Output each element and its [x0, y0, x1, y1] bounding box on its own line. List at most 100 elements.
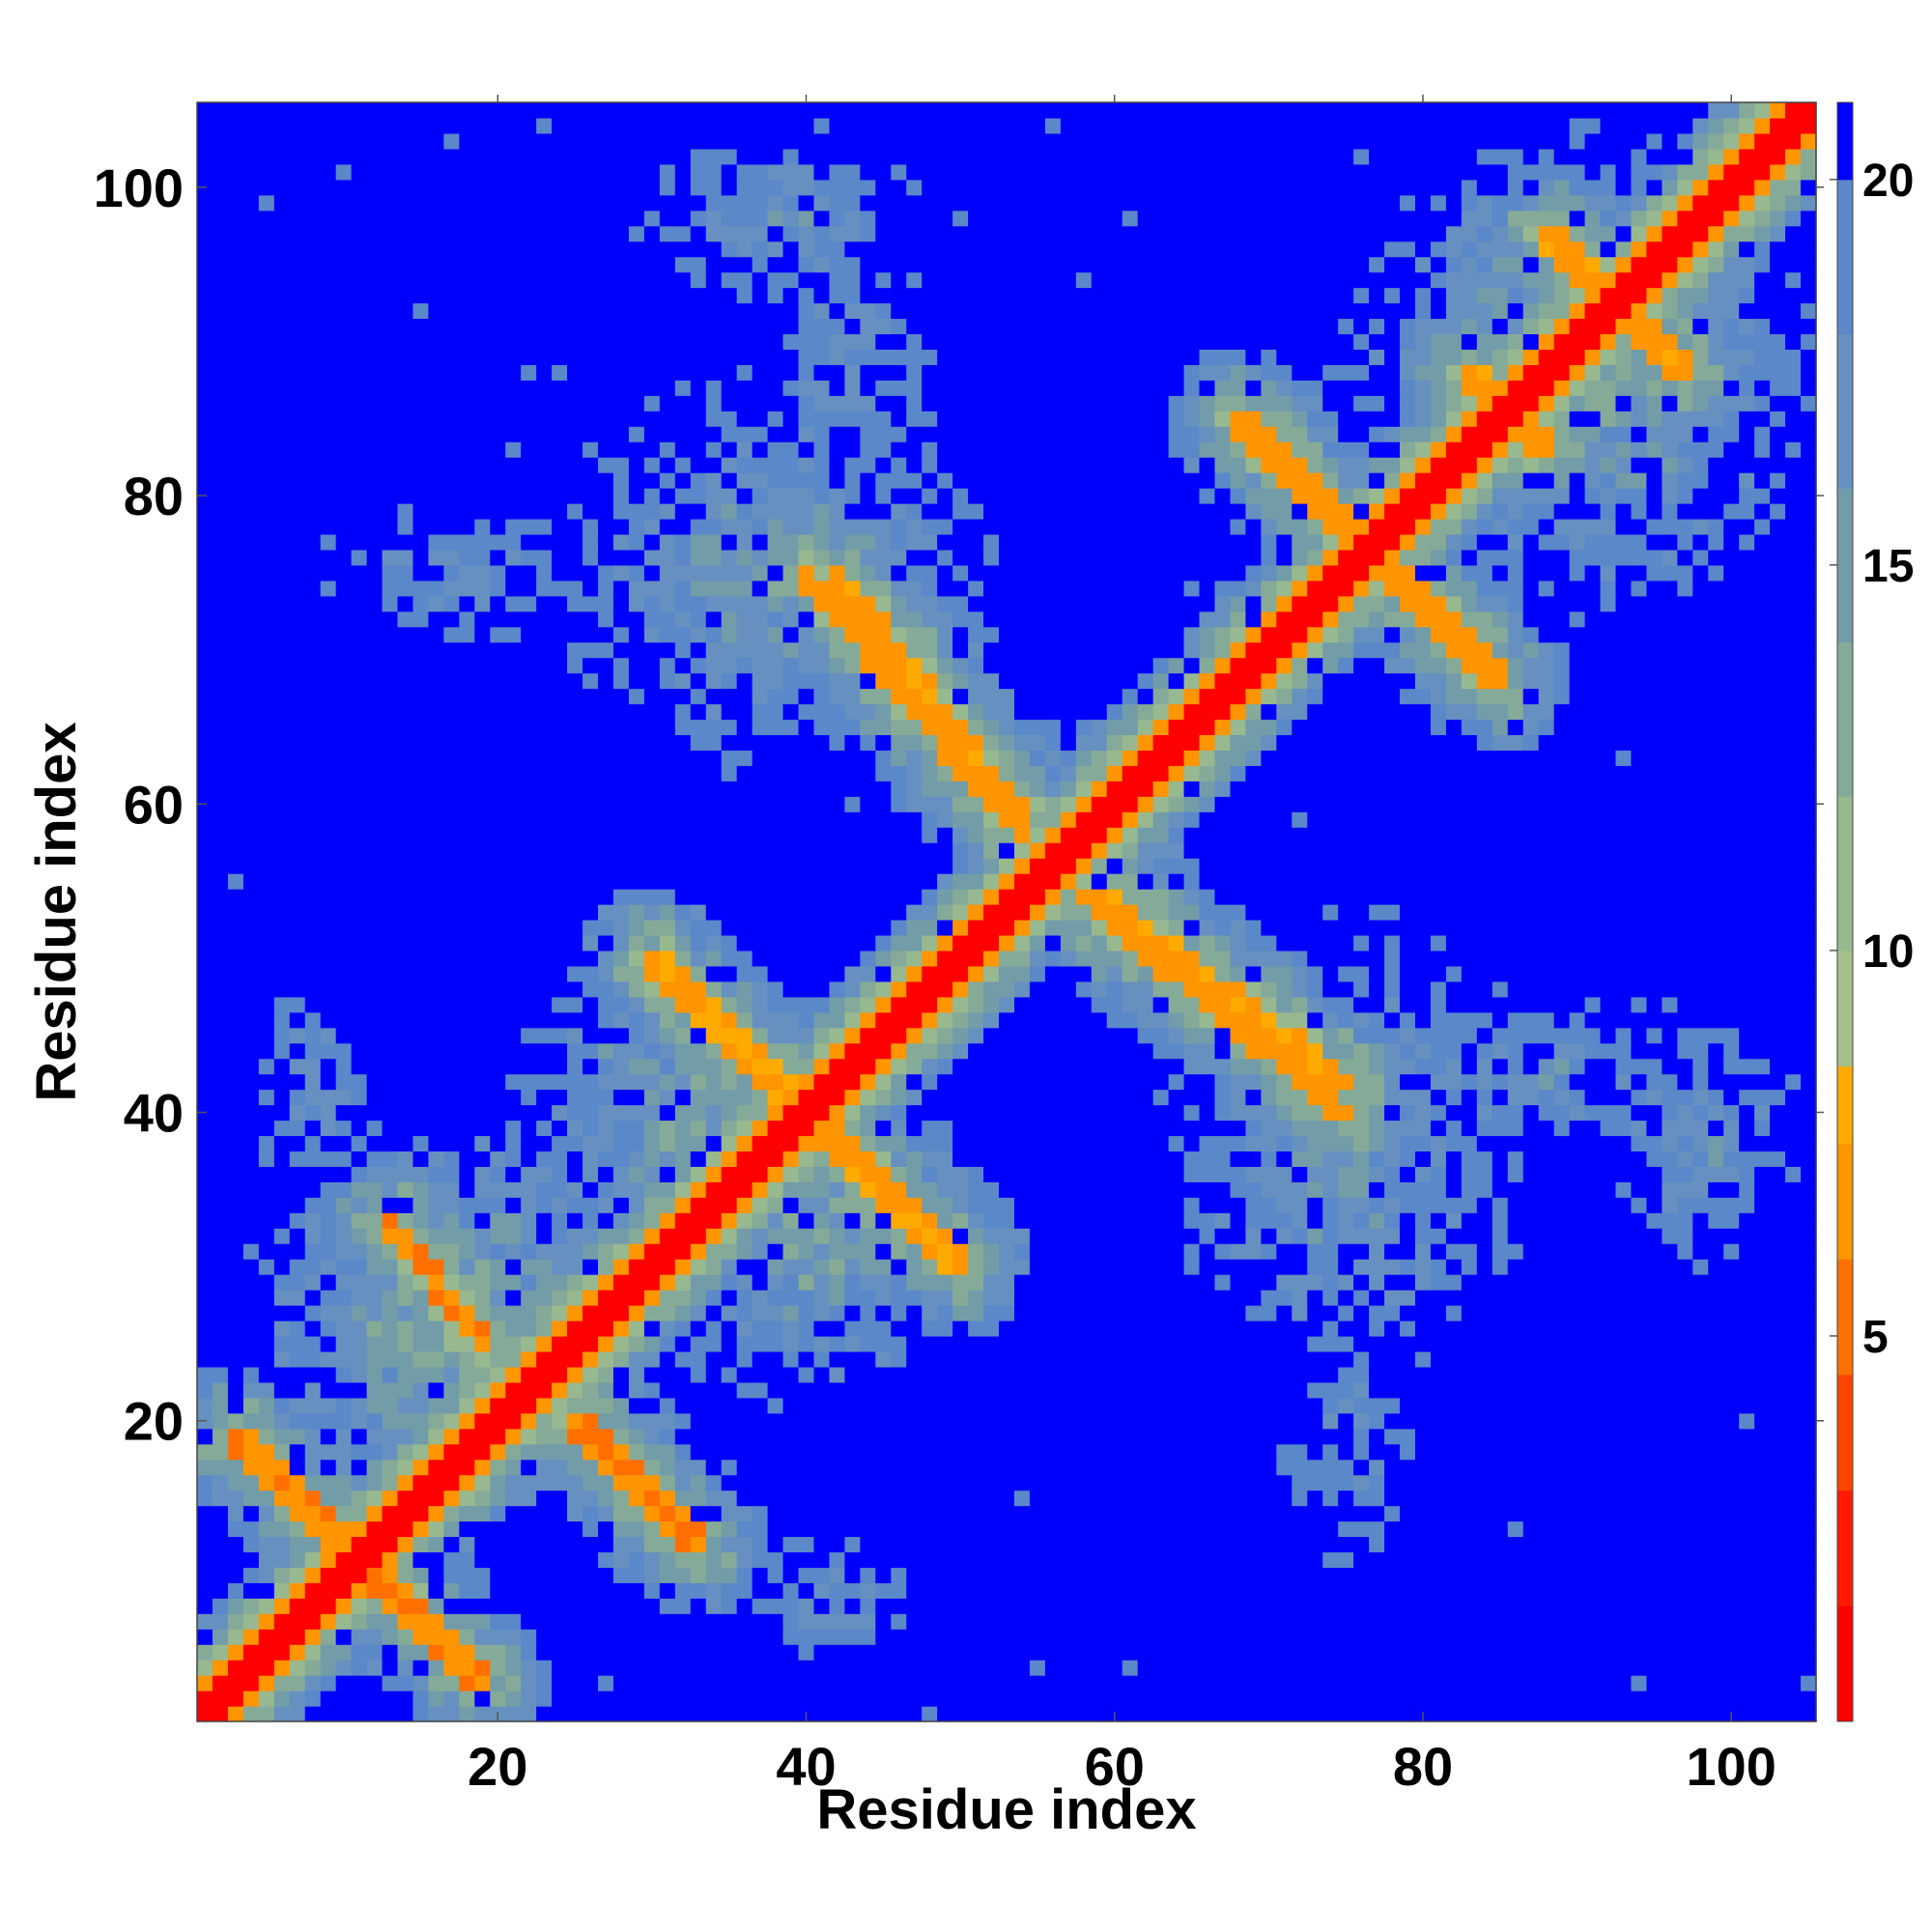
heatmap-cell: [721, 1058, 738, 1075]
heatmap-cell: [1569, 533, 1586, 551]
heatmap-cell: [1430, 688, 1447, 705]
heatmap-cell: [582, 1135, 614, 1152]
heatmap-cell: [1677, 132, 1693, 150]
heatmap-cell: [829, 734, 845, 751]
heatmap-cell: [968, 210, 1123, 227]
heatmap-cell: [335, 1459, 353, 1476]
heatmap-cell: [459, 564, 491, 582]
heatmap-cell: [536, 1151, 568, 1167]
heatmap-cell: [922, 1228, 938, 1244]
heatmap-cell: [659, 1089, 676, 1106]
heatmap-cell: [1338, 1197, 1370, 1213]
heatmap-cell: [598, 549, 645, 566]
heatmap-cell: [490, 1335, 522, 1352]
heatmap-cell: [1445, 641, 1493, 659]
heatmap-cell: [598, 996, 630, 1013]
heatmap-cell: [351, 1613, 368, 1630]
heatmap-cell: [428, 1212, 444, 1229]
heatmap-cell: [628, 1212, 645, 1229]
y-tick-label: 40: [124, 1083, 184, 1144]
heatmap-cell: [1106, 827, 1123, 843]
heatmap-cell: [1400, 1305, 1447, 1321]
heatmap-cell: [628, 657, 661, 674]
heatmap-cell: [906, 549, 938, 566]
heatmap-cell: [273, 1598, 291, 1614]
heatmap-cell: [227, 1598, 244, 1614]
heatmap-cell: [844, 380, 861, 396]
heatmap-cell: [505, 441, 522, 458]
heatmap-cell: [1507, 333, 1524, 350]
heatmap-cell: [197, 950, 599, 967]
heatmap-cell: [782, 641, 800, 659]
heatmap-cell: [1199, 1228, 1216, 1244]
heatmap-cell: [1199, 580, 1216, 597]
heatmap-cell: [1400, 441, 1416, 458]
heatmap-cell: [860, 549, 907, 566]
heatmap-cell: [197, 256, 676, 273]
heatmap-cell: [273, 1690, 291, 1707]
heatmap-cell: [1230, 488, 1247, 504]
heatmap-cell: [875, 210, 953, 227]
heatmap-cell: [1075, 889, 1108, 905]
heatmap-cell: [1183, 781, 1201, 797]
heatmap-cell: [1122, 734, 1139, 751]
heatmap-cell: [582, 1166, 599, 1182]
heatmap-cell: [1091, 919, 1108, 936]
heatmap-cell: [1307, 996, 1323, 1013]
heatmap-cell: [197, 518, 399, 535]
heatmap-cell: [1075, 858, 1093, 874]
heatmap-cell: [1276, 980, 1293, 998]
heatmap-cell: [612, 533, 630, 551]
heatmap-cell: [258, 1474, 275, 1492]
heatmap-cell: [782, 1320, 800, 1337]
heatmap-cell: [552, 1166, 568, 1182]
heatmap-cell: [1214, 1274, 1232, 1291]
heatmap-cell: [952, 210, 969, 227]
heatmap-cell: [628, 996, 645, 1013]
heatmap-cell: [1615, 1073, 1633, 1091]
heatmap-cell: [906, 1027, 923, 1044]
heatmap-cell: [1245, 580, 1262, 597]
heatmap-cell: [721, 518, 753, 535]
heatmap-cell: [1708, 1181, 1740, 1198]
heatmap-cell: [1754, 194, 1771, 212]
heatmap-cell: [382, 595, 399, 612]
heatmap-cell: [952, 488, 969, 504]
heatmap-cell: [659, 1551, 676, 1568]
heatmap-cell: [813, 179, 876, 196]
heatmap-cell: [1507, 179, 1524, 196]
heatmap-cell: [397, 1212, 414, 1229]
heatmap-cell: [1384, 1089, 1432, 1106]
heatmap-cell: [1754, 349, 1802, 365]
heatmap-cell: [891, 796, 907, 812]
heatmap-cell: [875, 980, 892, 998]
heatmap-cell: [505, 1135, 522, 1152]
heatmap-cell: [1445, 1305, 1463, 1321]
heatmap-cell: [1754, 179, 1771, 196]
heatmap-cell: [643, 564, 661, 582]
heatmap-cell: [782, 518, 815, 535]
heatmap-cell: [1168, 781, 1185, 797]
heatmap-cell: [1261, 1120, 1293, 1137]
heatmap-cell: [983, 904, 1031, 921]
heatmap-cell: [397, 1151, 414, 1167]
heatmap-cell: [258, 1089, 275, 1106]
heatmap-cell: [690, 1166, 707, 1182]
heatmap-cell: [1369, 426, 1385, 442]
heatmap-cell: [1569, 302, 1586, 320]
heatmap-cell: [521, 533, 583, 551]
heatmap-cell: [1353, 1381, 1370, 1399]
heatmap-cell: [922, 1243, 938, 1260]
heatmap-cell: [659, 503, 676, 520]
heatmap-cell: [952, 919, 969, 936]
heatmap-cell: [1199, 380, 1216, 396]
heatmap-cell: [1507, 1166, 1524, 1182]
heatmap-cell: [1708, 271, 1755, 289]
heatmap-cell: [1261, 518, 1277, 535]
heatmap-cell: [829, 256, 861, 273]
heatmap-cell: [443, 1212, 460, 1229]
heatmap-cell: [273, 1042, 291, 1060]
heatmap-cell: [567, 503, 583, 520]
heatmap-cell: [273, 1381, 306, 1399]
heatmap-cell: [1106, 980, 1123, 998]
